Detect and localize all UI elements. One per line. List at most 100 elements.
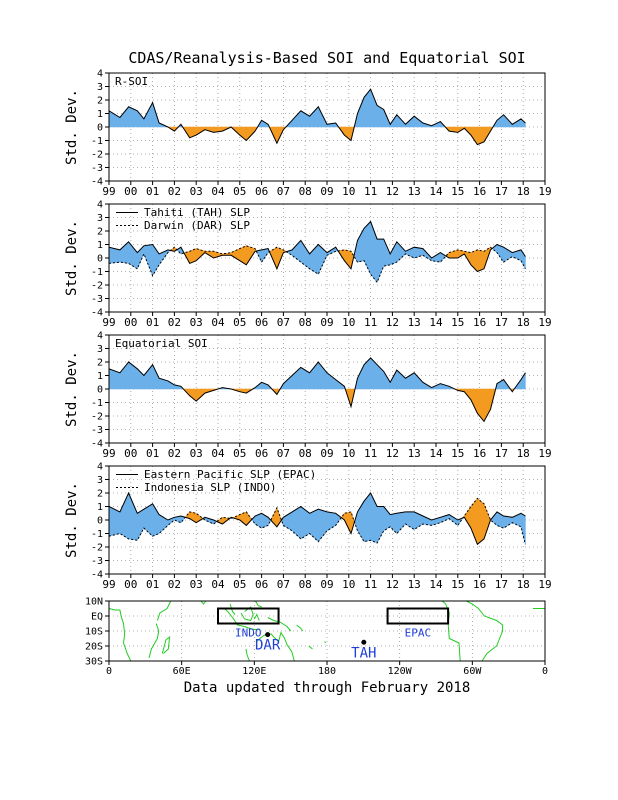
- area-negative: [477, 249, 485, 272]
- y-tick-label: 1: [97, 502, 103, 513]
- area-positive: [128, 492, 138, 541]
- area-positive: [143, 363, 153, 390]
- y-tick-label: -3: [91, 425, 103, 436]
- x-tick-label: 15: [451, 316, 464, 329]
- x-tick-label: 18: [517, 185, 530, 198]
- map-x-label: 60E: [173, 666, 191, 677]
- x-tick-label: 02: [168, 316, 181, 329]
- x-tick-label: 14: [429, 447, 443, 460]
- x-tick-label: 03: [190, 185, 203, 198]
- x-tick-label: 08: [299, 447, 312, 460]
- area-negative: [483, 388, 491, 422]
- x-tick-label: 99: [102, 447, 115, 460]
- y-tick-label: 4: [97, 331, 103, 342]
- y-tick-label: -4: [91, 439, 103, 450]
- coastline: [324, 641, 327, 644]
- y-tick-label: -4: [91, 308, 103, 319]
- area-positive: [309, 508, 319, 543]
- data-group: [109, 88, 526, 146]
- map-x-label: 0: [542, 666, 548, 677]
- y-tick-label: 4: [97, 200, 103, 211]
- panel-label: R-SOI: [115, 75, 148, 88]
- area-positive: [119, 241, 129, 264]
- x-tick-label: 01: [146, 316, 159, 329]
- coastline: [308, 645, 313, 650]
- x-tick-label: 06: [255, 316, 268, 329]
- y-tick-label: 0: [97, 254, 103, 265]
- y-tick-label: 0: [97, 516, 103, 527]
- area-positive: [363, 220, 371, 275]
- map-y-label: 20S: [85, 642, 103, 653]
- area-positive: [119, 361, 129, 390]
- y-tick-label: 3: [97, 344, 103, 355]
- y-axis: 4 3 2 1 0 -1 -2 -3 -4: [91, 69, 109, 188]
- x-tick-label: 05: [233, 316, 246, 329]
- x-tick-label: 07: [277, 447, 290, 460]
- legend: Eastern Pacific SLP (EPAC)Indonesia SLP …: [116, 468, 316, 494]
- x-tick-label: 18: [517, 447, 530, 460]
- x-tick-label: 05: [233, 185, 246, 198]
- x-tick-label: 09: [320, 185, 333, 198]
- area-positive: [109, 110, 121, 128]
- y-axis: 4 3 2 1 0 -1 -2 -3 -4: [91, 331, 109, 450]
- y-tick-label: -3: [91, 294, 103, 305]
- area-negative: [239, 126, 247, 142]
- x-tick-label: 13: [408, 447, 421, 460]
- y-tick-label: 2: [97, 489, 103, 500]
- area-negative: [477, 497, 485, 545]
- data-updated-note: Data updated through February 2018: [184, 680, 471, 696]
- coastline: [229, 603, 236, 615]
- x-tick-label: 16: [473, 185, 486, 198]
- y-tick-label: 1: [97, 109, 103, 120]
- y-axis-label: Std. Dev.: [64, 220, 80, 296]
- y-tick-label: 2: [97, 227, 103, 238]
- x-tick-label: 09: [320, 316, 333, 329]
- area-positive: [370, 89, 378, 128]
- x-tick-label: 12: [386, 578, 399, 591]
- region-box-epac: [386, 607, 450, 625]
- panel-label: Equatorial SOI: [115, 337, 208, 350]
- station-label-dar: DAR: [255, 638, 281, 654]
- area-positive: [137, 508, 145, 541]
- coastline: [253, 613, 260, 621]
- x-tick-label: 04: [211, 447, 225, 460]
- coastline: [161, 635, 171, 654]
- x-tick-label: 16: [473, 316, 486, 329]
- area-positive: [309, 361, 319, 390]
- series-line-solid: [109, 491, 526, 546]
- region-box-indo: [217, 607, 280, 625]
- map-y-label: 10N: [85, 597, 103, 608]
- x-tick-label: 07: [277, 578, 290, 591]
- x-tick-label: 04: [211, 578, 225, 591]
- x-tick-label: 00: [124, 316, 137, 329]
- x-tick-label: 10: [342, 578, 355, 591]
- area-positive: [167, 380, 175, 390]
- area-negative: [464, 505, 472, 530]
- area-positive: [376, 238, 384, 283]
- area-positive: [143, 244, 153, 276]
- x-tick-label: 15: [451, 578, 464, 591]
- x-tick-label: 99: [102, 185, 115, 198]
- x-tick-label: 12: [386, 447, 399, 460]
- x-tick-label: 19: [538, 185, 551, 198]
- area-positive: [503, 515, 513, 529]
- x-tick-label: 11: [364, 447, 377, 460]
- area-positive: [389, 241, 398, 266]
- coastline: [108, 608, 132, 662]
- data-group: [109, 491, 526, 546]
- y-tick-label: 3: [97, 475, 103, 486]
- region-label-epac: EPAC: [405, 627, 432, 640]
- x-tick-label: 02: [168, 447, 181, 460]
- x-tick-label: 03: [190, 316, 203, 329]
- x-tick-label: 11: [364, 578, 377, 591]
- area-negative: [189, 388, 197, 402]
- area-negative: [344, 126, 352, 142]
- x-tick-label: 00: [124, 578, 137, 591]
- y-tick-label: -2: [91, 412, 103, 423]
- x-tick-label: 99: [102, 578, 115, 591]
- chart-title: CDAS/Reanalysis-Based SOI and Equatorial…: [128, 49, 525, 67]
